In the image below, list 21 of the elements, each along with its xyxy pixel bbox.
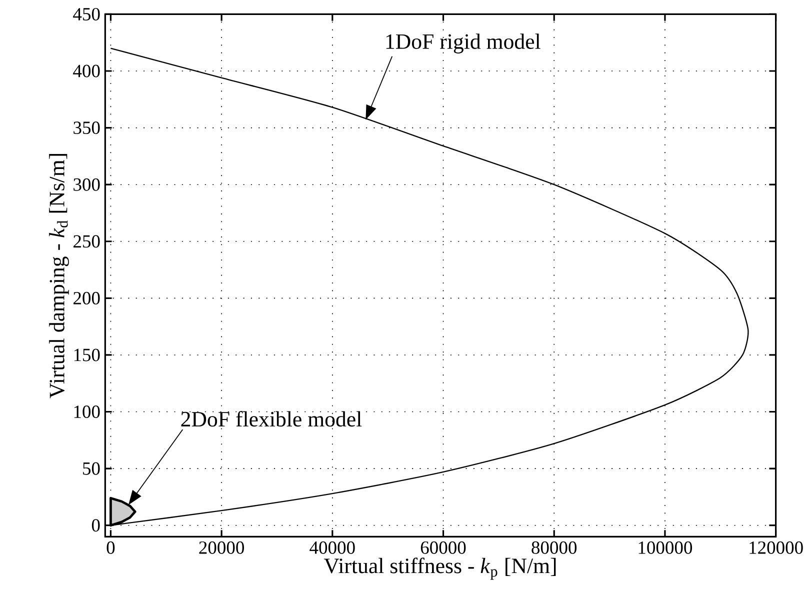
y-axis-title: Virtual damping - k$_{d}$ [Ns/m] <box>49 154 69 398</box>
y-tick-label: 50 <box>83 462 100 475</box>
x-tick-label: 40000 <box>310 541 355 554</box>
x-tick-label: 120000 <box>750 541 803 554</box>
y-tick-label: 400 <box>73 64 100 78</box>
x-axis-title: Virtual stiffness - k$_{p}$ [N/m] <box>324 558 556 580</box>
y-tick-label: 350 <box>74 121 100 134</box>
y-tick-label: 300 <box>74 178 100 191</box>
y-tick-label: 0 <box>92 519 100 532</box>
x-tick-label: 60000 <box>420 541 466 554</box>
y-tick-label: 150 <box>74 348 100 362</box>
x-tick-label: 0 <box>106 541 115 554</box>
x-tick-label: 20000 <box>199 541 244 554</box>
x-tick-label: 100000 <box>638 541 692 554</box>
y-tick-label: 250 <box>74 235 100 248</box>
y-tick-label: 200 <box>74 292 100 304</box>
x-tick-label: 80000 <box>532 541 577 554</box>
y-tick-label: 100 <box>74 405 100 418</box>
y-tick-label: 450 <box>73 8 100 20</box>
annotation: 1DoF rigid model <box>386 34 540 54</box>
annotation: 2DoF flexible model <box>181 410 362 427</box>
